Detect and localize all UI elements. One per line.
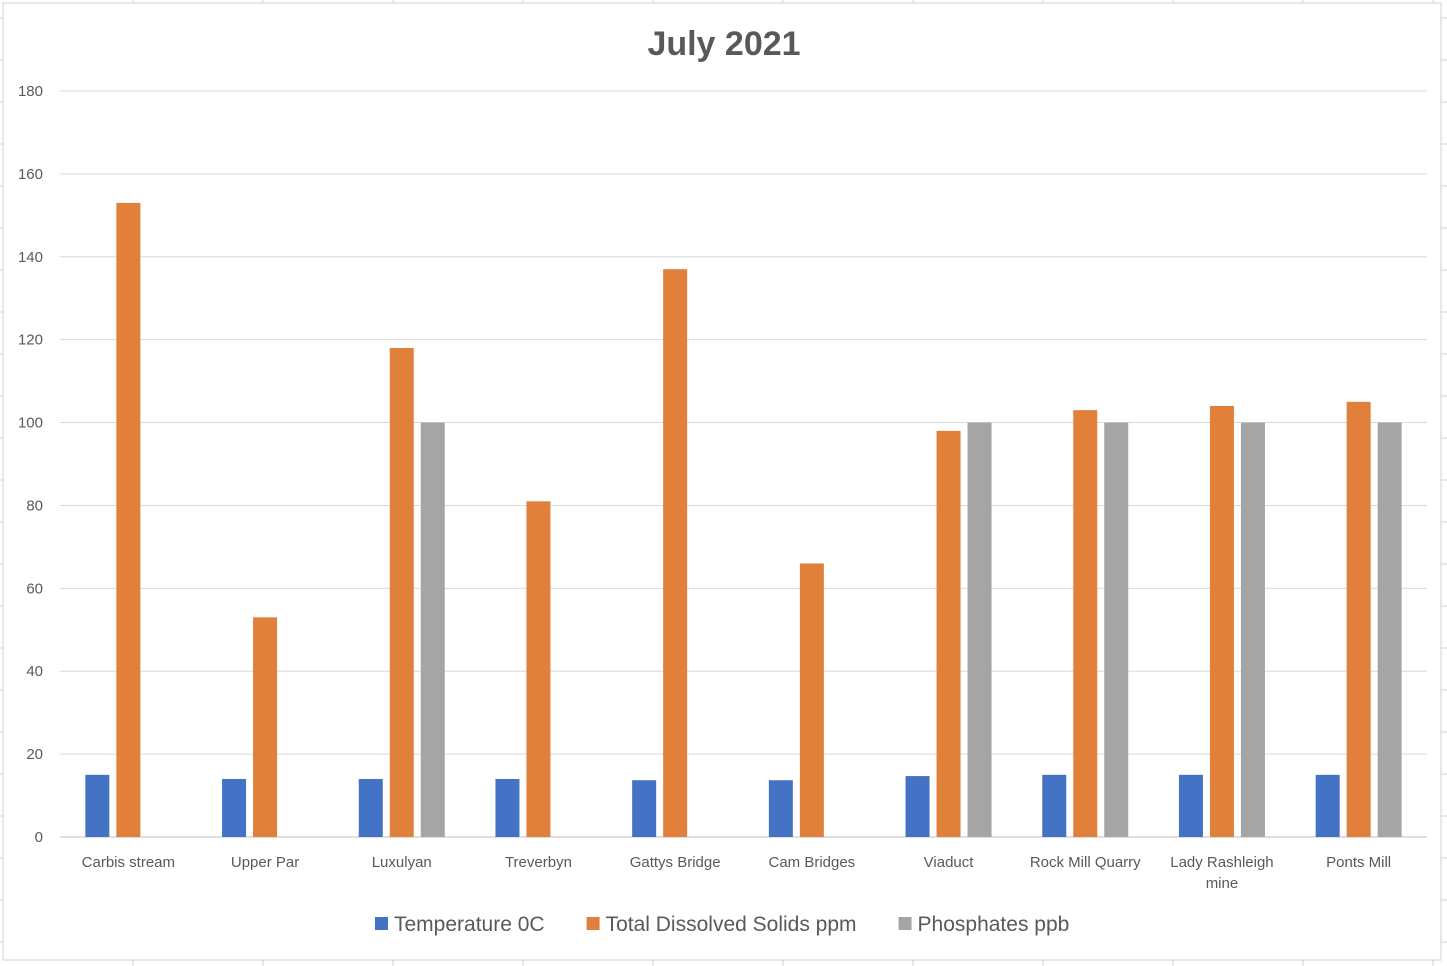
bar-temperature-0c-6 xyxy=(905,776,930,837)
x-tick-label: Ponts Mill xyxy=(1326,854,1391,871)
y-tick-label: 120 xyxy=(18,332,43,349)
bar-total-dissolved-solids-ppm-4 xyxy=(663,269,688,837)
bar-total-dissolved-solids-ppm-1 xyxy=(253,617,278,837)
bar-phosphates-ppb-7 xyxy=(1104,422,1129,837)
bar-temperature-0c-1 xyxy=(222,778,247,837)
bar-phosphates-ppb-9 xyxy=(1377,422,1402,837)
y-tick-label: 40 xyxy=(26,663,43,680)
y-tick-label: 100 xyxy=(18,415,43,432)
bar-phosphates-ppb-8 xyxy=(1240,422,1265,837)
legend-swatch xyxy=(586,917,600,930)
bars xyxy=(85,202,1402,837)
bar-total-dissolved-solids-ppm-0 xyxy=(116,202,141,837)
y-axis-ticks: 0 20 40 60 80 100 120 140 160 180 xyxy=(18,83,43,846)
y-tick-label: 60 xyxy=(26,580,43,597)
bar-temperature-0c-5 xyxy=(768,780,793,837)
bar-total-dissolved-solids-ppm-8 xyxy=(1209,405,1234,837)
x-tick-label: Viaduct xyxy=(924,854,975,871)
legend-label: Total Dissolved Solids ppm xyxy=(606,913,857,936)
x-axis-labels: Carbis stream Upper Par Luxulyan Treverbyn G… xyxy=(82,854,1391,892)
x-tick-label: Treverbyn xyxy=(505,854,572,871)
x-tick-label: Luxulyan xyxy=(372,854,432,871)
y-tick-label: 20 xyxy=(26,746,43,763)
bar-temperature-0c-4 xyxy=(632,780,657,837)
bar-total-dissolved-solids-ppm-7 xyxy=(1073,410,1098,837)
y-tick-label: 0 xyxy=(35,829,43,846)
bar-temperature-0c-9 xyxy=(1315,774,1340,837)
x-tick-label: Lady Rashleigh mine xyxy=(1170,854,1273,892)
bar-total-dissolved-solids-ppm-2 xyxy=(389,347,414,837)
legend-label: Temperature 0C xyxy=(394,913,545,936)
y-tick-label: 140 xyxy=(18,249,43,266)
chart-title: July 2021 xyxy=(647,25,800,63)
bar-temperature-0c-2 xyxy=(358,778,383,837)
x-tick-label: Carbis stream xyxy=(82,854,175,871)
bar-total-dissolved-solids-ppm-6 xyxy=(936,430,961,837)
bar-phosphates-ppb-2 xyxy=(420,422,445,837)
bar-temperature-0c-8 xyxy=(1178,774,1203,837)
legend-label: Phosphates ppb xyxy=(918,913,1070,936)
bar-total-dissolved-solids-ppm-9 xyxy=(1346,401,1371,837)
legend-swatch xyxy=(898,917,912,930)
bar-temperature-0c-0 xyxy=(85,774,110,837)
y-tick-label: 80 xyxy=(26,497,43,514)
x-tick-label: Rock Mill Quarry xyxy=(1030,854,1141,871)
bar-temperature-0c-7 xyxy=(1042,774,1067,837)
x-tick-label: Upper Par xyxy=(231,854,299,871)
bar-temperature-0c-3 xyxy=(495,778,520,837)
bar-total-dissolved-solids-ppm-5 xyxy=(799,563,824,837)
x-tick-label: Gattys Bridge xyxy=(630,854,721,871)
bar-phosphates-ppb-6 xyxy=(967,422,992,837)
y-tick-label: 160 xyxy=(18,166,43,183)
x-tick-label: Cam Bridges xyxy=(768,854,855,871)
y-tick-label: 180 xyxy=(18,83,43,100)
legend: Temperature 0C Total Dissolved Solids ppm… xyxy=(375,913,1069,936)
bar-total-dissolved-solids-ppm-3 xyxy=(526,501,551,837)
legend-swatch xyxy=(375,917,388,930)
